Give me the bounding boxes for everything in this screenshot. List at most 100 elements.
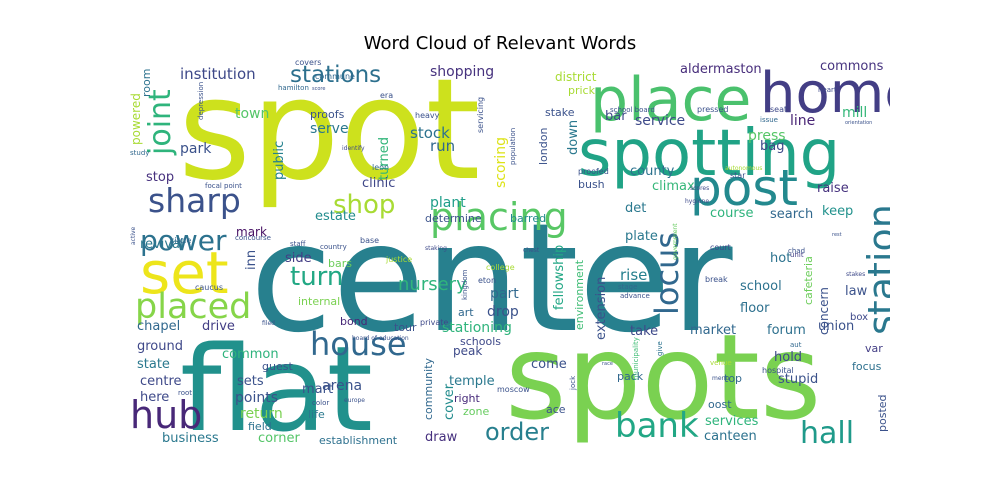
word-county: county xyxy=(630,164,675,179)
word-give: give xyxy=(656,341,664,356)
word-raise: raise xyxy=(817,181,849,196)
word-college: college xyxy=(486,263,515,272)
word-menu: menu xyxy=(712,375,729,382)
word-placed: placed xyxy=(135,287,251,327)
word-prick: prick xyxy=(568,84,596,97)
word-star: star xyxy=(730,171,746,180)
word-stakes: stakes xyxy=(846,271,865,278)
word-shopping: shopping xyxy=(430,64,494,80)
word-scoring: scoring xyxy=(493,137,509,188)
word-london: london xyxy=(537,128,550,165)
word-circle: circle xyxy=(170,236,191,245)
word-take: take xyxy=(630,324,658,339)
word-art: art xyxy=(458,306,474,319)
word-commons: commons xyxy=(820,60,884,74)
word-plant: plant xyxy=(430,195,466,211)
word-market: market xyxy=(690,323,736,338)
word-drive: drive xyxy=(202,319,235,334)
word-services: services xyxy=(705,414,759,429)
word-institution: institution xyxy=(180,65,256,83)
word-search: search xyxy=(770,207,813,222)
word-stupid: stupid xyxy=(778,372,818,387)
word-chad: chad xyxy=(788,247,805,255)
word-press: press xyxy=(748,128,786,144)
word-barred: barred xyxy=(510,212,546,225)
word-district: district xyxy=(555,70,597,84)
word-life: life xyxy=(308,408,325,421)
word-common: common xyxy=(222,347,279,362)
word-town: town xyxy=(235,106,269,122)
word-justice: justice xyxy=(385,255,412,264)
word-return: return xyxy=(240,406,283,422)
word-law: law xyxy=(845,284,868,299)
word-jock: jock xyxy=(569,375,577,391)
word-side: side xyxy=(285,251,312,266)
word-active: active xyxy=(130,226,137,245)
word-revival: revival xyxy=(140,237,184,252)
word-rise: rise xyxy=(620,266,647,284)
word-box: box xyxy=(850,312,868,323)
word-tour: tour xyxy=(394,321,417,334)
word-turn: turn xyxy=(290,262,343,292)
word-hygiene: hygiene xyxy=(685,198,709,205)
word-fellowship: fellowship xyxy=(552,245,567,310)
word-schools: schools xyxy=(460,335,501,348)
word-here: here xyxy=(140,390,169,405)
word-stake: stake xyxy=(545,106,575,119)
word-draw: draw xyxy=(425,430,458,445)
word-population: population xyxy=(509,128,517,165)
word-arena: arena xyxy=(322,378,362,394)
word-estate: estate xyxy=(315,209,356,224)
word-joint: joint xyxy=(143,89,178,156)
word-bush: bush xyxy=(578,178,605,191)
word-course: course xyxy=(710,206,753,221)
word-environment: environment xyxy=(573,259,586,330)
word-hub: hub xyxy=(130,393,202,437)
word-set: set xyxy=(140,239,229,307)
word-down: down xyxy=(566,120,581,155)
word-advance: advance xyxy=(620,292,650,300)
word-private: private xyxy=(420,318,448,327)
word-study: study xyxy=(130,149,149,157)
word-school: school xyxy=(740,279,782,294)
word-zone: zone xyxy=(463,405,489,418)
word-place: place xyxy=(590,65,751,135)
word-center: center xyxy=(250,192,733,366)
word-run: run xyxy=(430,137,455,155)
word-cover: cover xyxy=(442,383,457,420)
word-stations: stations xyxy=(290,62,381,88)
word-turned: turned xyxy=(377,137,392,180)
word-municipality: municipality xyxy=(632,337,640,380)
word-focus: focus xyxy=(852,360,882,373)
word-points: points xyxy=(235,390,278,406)
word-inn: inn xyxy=(244,250,259,270)
word-internal: internal xyxy=(298,295,340,308)
word-post: post xyxy=(690,159,798,217)
word-spots: spots xyxy=(505,308,821,445)
word-room: room xyxy=(140,69,153,97)
word-shop: shop xyxy=(333,190,395,220)
word-depression: depression xyxy=(197,82,205,120)
word-aut: aut xyxy=(790,341,802,349)
word-kingdom: kingdom xyxy=(461,269,469,300)
word-commune: commune xyxy=(315,72,355,81)
word-staking: staking xyxy=(425,245,447,252)
word-centre: centre xyxy=(140,374,182,389)
word-spot: spot xyxy=(178,60,480,212)
word-ground: ground xyxy=(137,339,183,354)
word-line: line xyxy=(790,113,815,129)
word-leon: leon xyxy=(372,163,389,172)
word-hold: hold xyxy=(774,350,802,365)
word-caucus: caucus xyxy=(195,283,223,292)
word-chapel: chapel xyxy=(137,319,180,334)
word-hot: hot xyxy=(770,251,791,266)
word-posted: posted xyxy=(876,394,889,432)
word-home: home xyxy=(760,61,890,126)
word-cafeteria: cafeteria xyxy=(802,256,815,305)
word-heavy: heavy xyxy=(415,111,440,120)
word-bank: bank xyxy=(615,406,699,445)
word-drop: drop xyxy=(487,304,519,320)
word-clinic: clinic xyxy=(362,176,395,191)
